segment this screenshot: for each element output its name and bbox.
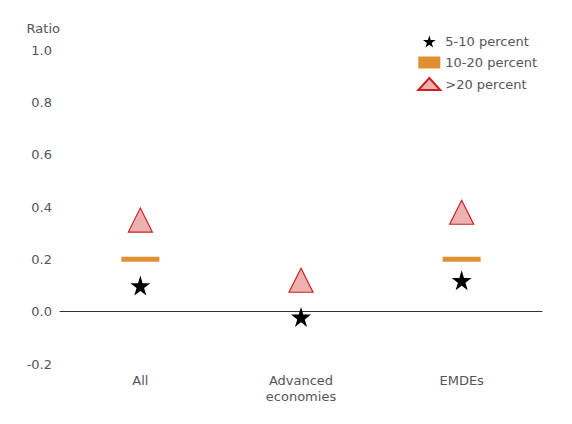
svg-text:All: All: [132, 373, 148, 388]
svg-text:economies: economies: [266, 389, 337, 404]
svg-text:>20 percent: >20 percent: [445, 77, 526, 92]
svg-text:0.0: 0.0: [31, 304, 52, 319]
svg-text:0.4: 0.4: [31, 200, 52, 215]
svg-text:10-20 percent: 10-20 percent: [445, 55, 537, 70]
svg-text:Advanced: Advanced: [269, 373, 333, 388]
svg-text:-0.2: -0.2: [27, 357, 52, 372]
svg-text:Ratio: Ratio: [27, 21, 60, 36]
svg-text:0.2: 0.2: [31, 252, 52, 267]
svg-text:0.6: 0.6: [31, 147, 52, 162]
svg-text:EMDEs: EMDEs: [439, 373, 484, 388]
svg-text:5-10 percent: 5-10 percent: [445, 34, 528, 49]
svg-text:1.0: 1.0: [31, 43, 52, 58]
svg-text:0.8: 0.8: [31, 95, 52, 110]
